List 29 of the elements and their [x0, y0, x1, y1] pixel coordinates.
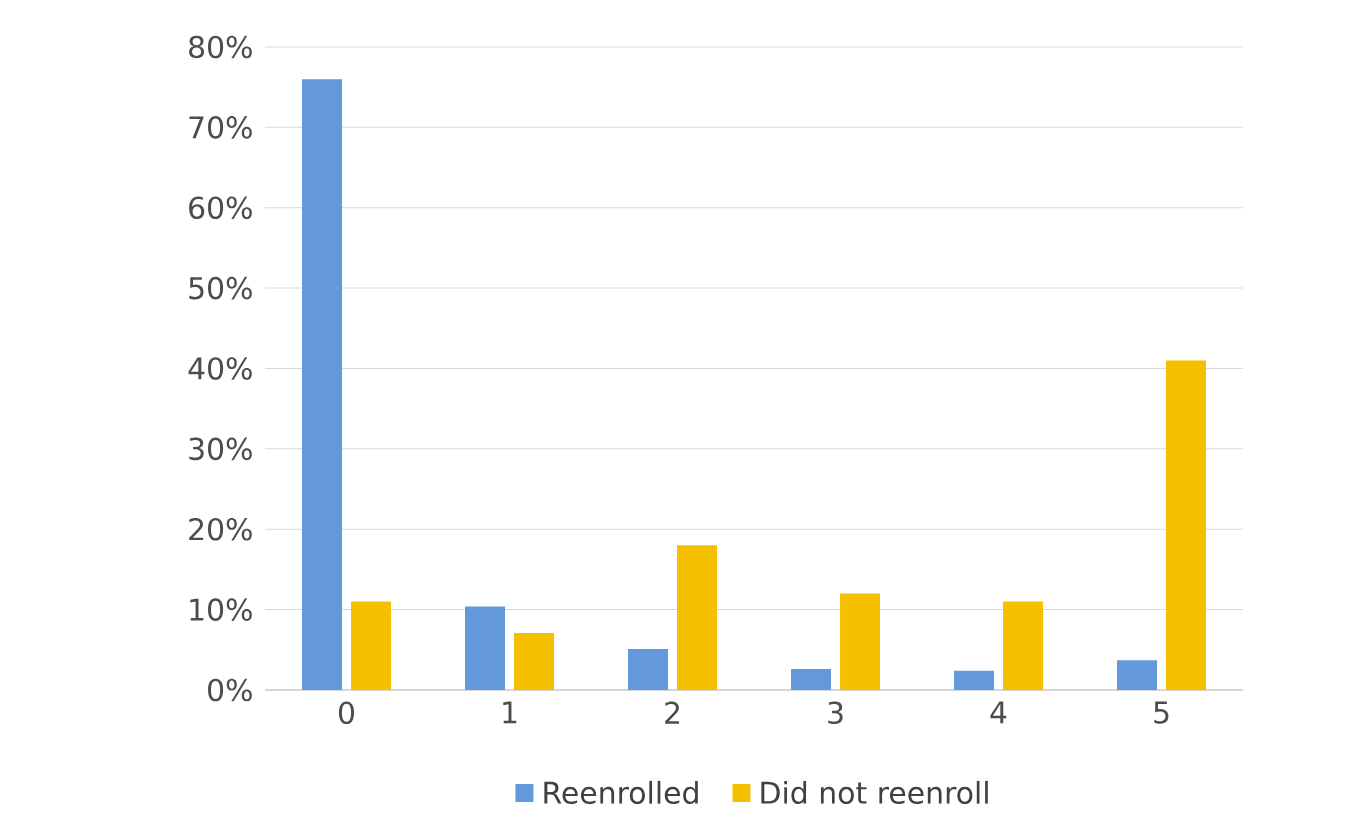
- bar: [465, 606, 506, 690]
- bar: [791, 669, 832, 690]
- bar: [351, 601, 392, 690]
- y-tick-label: 20%: [189, 517, 252, 541]
- legend-label: Did not reenroll: [761, 780, 988, 805]
- y-tick-label: 40%: [188, 357, 252, 380]
- y-tick-label: 70%: [189, 116, 252, 139]
- y-tick-label: 50%: [189, 276, 252, 300]
- bar: [677, 545, 718, 690]
- bar: [302, 79, 343, 690]
- x-tick-label: 2: [665, 701, 680, 724]
- x-tick-label: 3: [828, 701, 843, 725]
- legend-label: Reenrolled: [544, 780, 698, 805]
- bar: [1166, 360, 1207, 690]
- bar: [840, 593, 881, 690]
- y-tick-label: 80%: [189, 35, 252, 59]
- bar: [1003, 601, 1044, 690]
- bar: [628, 649, 669, 690]
- bar: [954, 670, 995, 690]
- bar: [1117, 660, 1158, 690]
- y-tick-label: 30%: [189, 437, 252, 461]
- x-tick-label: 4: [990, 701, 1007, 724]
- bar: [514, 632, 555, 690]
- x-tick-label: 5: [1154, 701, 1169, 724]
- x-tick-label: 1: [503, 701, 517, 724]
- y-tick-label: 10%: [190, 598, 252, 621]
- y-tick-label: 60%: [189, 196, 252, 220]
- x-tick-label: 0: [338, 701, 355, 725]
- y-tick-label: 0%: [208, 678, 252, 702]
